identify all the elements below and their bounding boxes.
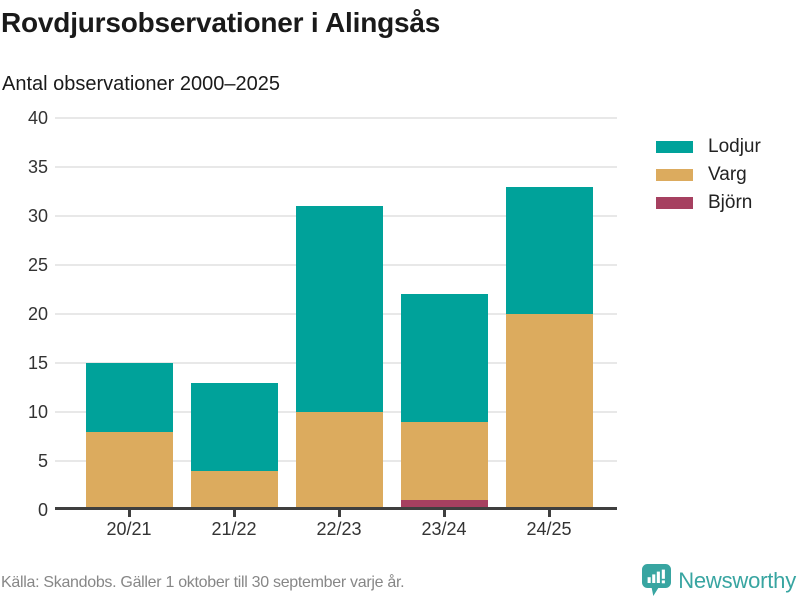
y-axis-label-35: 35 [27, 157, 48, 177]
x-axis-tick-20-21 [127, 510, 131, 517]
x-axis-tick-22-23 [337, 510, 341, 517]
bar-23-24-björn [400, 500, 488, 510]
newsworthy-wordmark: Newsworthy [678, 567, 796, 593]
y-axis-label-5: 5 [37, 451, 48, 471]
bar-24-25-lodjur [505, 186, 593, 314]
legend-label-lodjur: Lodjur [708, 136, 761, 157]
bar-23-24-varg [400, 421, 488, 501]
x-axis-label-20-21: 20/21 [106, 519, 152, 539]
chart-subtitle: Antal observationer 2000–2025 [2, 73, 280, 95]
legend-item-lodjur: Lodjur [656, 133, 761, 161]
gridline-y35 [55, 166, 617, 168]
y-axis-label-25: 25 [27, 255, 48, 275]
legend-item-björn: Björn [656, 189, 761, 217]
legend-item-varg: Varg [656, 161, 761, 189]
y-axis-label-10: 10 [27, 402, 48, 422]
bar-21-22-lodjur [190, 382, 278, 471]
x-axis-tick-23-24 [442, 510, 446, 517]
newsworthy-logo: Newsworthy [642, 564, 796, 597]
source-note: Källa: Skandobs. Gäller 1 oktober till 3… [1, 574, 405, 591]
x-axis-label-24-25: 24/25 [526, 519, 572, 539]
bar-20-21-varg [85, 431, 173, 510]
x-axis-line [55, 507, 617, 510]
bar-24-25-varg [505, 314, 593, 510]
y-axis-label-15: 15 [27, 353, 48, 373]
bar-22-23-lodjur [295, 206, 383, 412]
legend-label-björn: Björn [708, 192, 753, 213]
bar-22-23-varg [295, 412, 383, 510]
y-axis-label-40: 40 [27, 108, 48, 128]
gridline-y40 [55, 117, 617, 119]
x-axis-label-23-24: 23/24 [421, 519, 467, 539]
y-axis-label-30: 30 [27, 206, 48, 226]
newsworthy-icon [642, 564, 672, 596]
legend-swatch-lodjur [656, 141, 693, 153]
bar-23-24-lodjur [400, 294, 488, 422]
legend-swatch-björn [656, 197, 693, 209]
y-axis-label-20: 20 [27, 304, 48, 324]
x-axis-label-22-23: 22/23 [316, 519, 362, 539]
chart-title: Rovdjursobservationer i Alingsås [1, 7, 441, 38]
y-axis-label-0: 0 [37, 500, 48, 520]
x-axis-label-21-22: 21/22 [211, 519, 257, 539]
x-axis-tick-24-25 [547, 510, 551, 517]
legend: Lodjur Varg Björn [656, 133, 761, 217]
bar-21-22-varg [190, 470, 278, 510]
bar-20-21-lodjur [85, 363, 173, 432]
legend-label-varg: Varg [708, 164, 747, 185]
x-axis-tick-21-22 [232, 510, 236, 517]
legend-swatch-varg [656, 169, 693, 181]
